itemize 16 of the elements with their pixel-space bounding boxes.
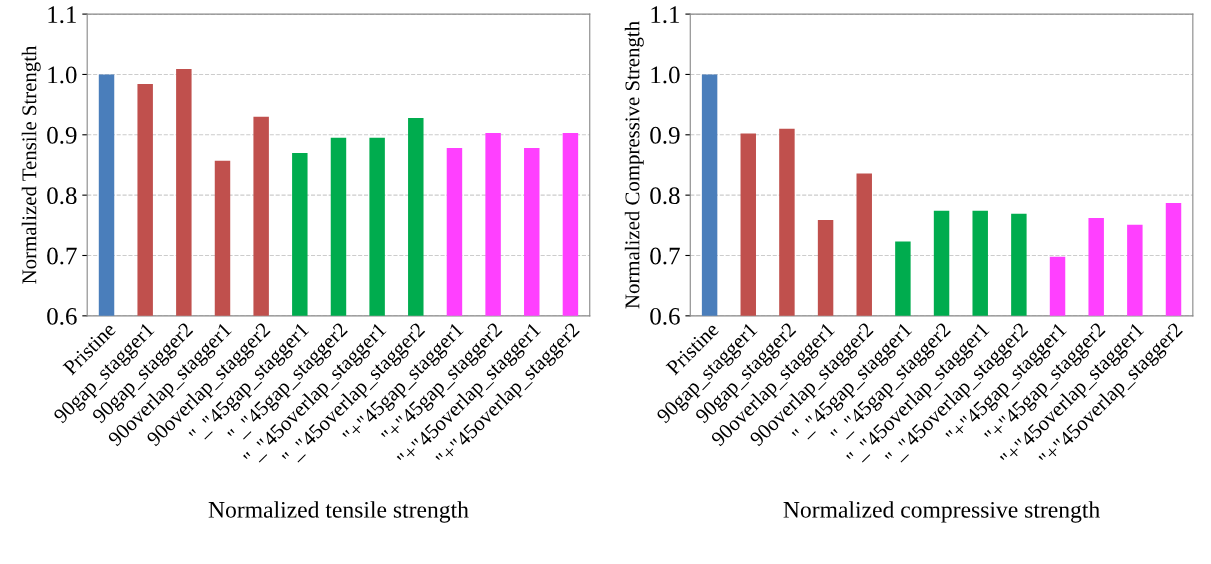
y-tick-label: 0.7	[47, 247, 77, 265]
y-tick-label: 0.7	[650, 247, 680, 265]
y-tick-label: 0.8	[47, 187, 77, 205]
y-axis-title: Normalized Tensile Strength	[21, 45, 41, 284]
y-tick-label: 0.6	[47, 307, 77, 325]
y-tick-label: 1.1	[48, 6, 76, 24]
y-tick-label: 1.0	[48, 66, 77, 84]
y-tick-label: 1.0	[651, 66, 680, 84]
x-axis-title: Normalized tensile strength	[208, 501, 469, 523]
y-tick-label: 1.1	[651, 6, 680, 24]
y-tick-label: 0.9	[650, 126, 680, 144]
y-tick-label: 0.6	[650, 307, 680, 325]
y-axis-title: Normalized Compressive Strength	[624, 21, 644, 309]
y-tick-label: 0.9	[47, 126, 77, 144]
y-tick-label: 0.8	[650, 187, 680, 205]
x-axis-title: Normalized compressive strength	[783, 501, 1100, 523]
